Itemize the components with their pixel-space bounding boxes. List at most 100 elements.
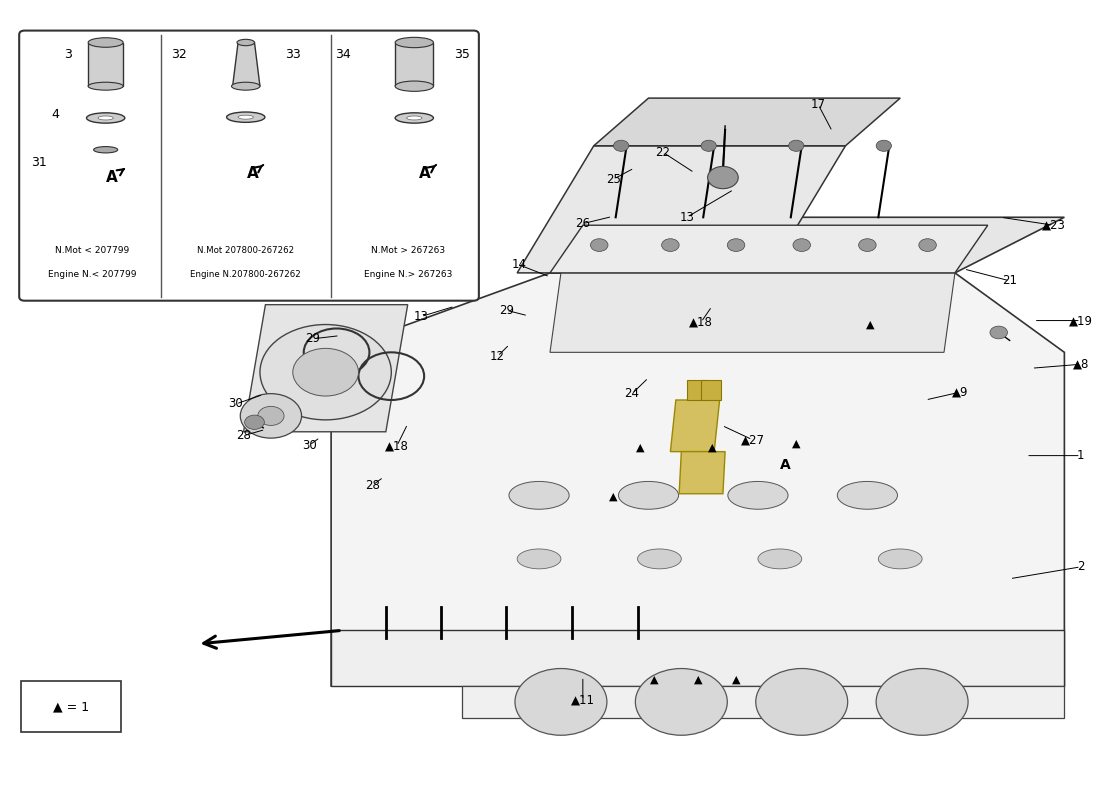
Text: ▲ = 1: ▲ = 1 xyxy=(53,700,89,713)
Ellipse shape xyxy=(407,116,422,120)
Text: N.Mot < 207799: N.Mot < 207799 xyxy=(55,246,130,255)
Polygon shape xyxy=(331,630,1065,686)
Text: 26: 26 xyxy=(575,217,591,230)
Text: ▲18: ▲18 xyxy=(385,439,409,453)
Text: 24: 24 xyxy=(625,387,639,400)
Circle shape xyxy=(260,325,392,420)
Ellipse shape xyxy=(517,549,561,569)
Circle shape xyxy=(701,140,716,151)
Ellipse shape xyxy=(87,113,124,123)
Text: 28: 28 xyxy=(365,478,381,491)
Text: 25: 25 xyxy=(606,173,620,186)
Text: ▲11: ▲11 xyxy=(571,694,595,707)
Text: Engine N.> 267263: Engine N.> 267263 xyxy=(363,270,452,279)
Circle shape xyxy=(636,669,727,735)
Ellipse shape xyxy=(238,115,253,119)
Polygon shape xyxy=(462,686,1065,718)
Circle shape xyxy=(257,406,284,426)
Text: Engine N.< 207799: Engine N.< 207799 xyxy=(48,270,136,279)
Text: since 1985: since 1985 xyxy=(672,454,910,552)
Ellipse shape xyxy=(88,82,123,90)
Text: ▲: ▲ xyxy=(650,674,658,685)
Ellipse shape xyxy=(98,116,113,120)
Text: 35: 35 xyxy=(453,48,470,62)
Circle shape xyxy=(859,238,876,251)
Text: ▲: ▲ xyxy=(693,674,702,685)
Ellipse shape xyxy=(395,38,433,48)
Text: 13: 13 xyxy=(414,310,428,323)
Text: 34: 34 xyxy=(336,48,351,62)
Text: 28: 28 xyxy=(236,430,251,442)
Circle shape xyxy=(591,238,608,251)
Text: ▲27: ▲27 xyxy=(740,434,764,446)
Ellipse shape xyxy=(509,482,569,510)
Circle shape xyxy=(756,669,848,735)
Circle shape xyxy=(727,238,745,251)
Text: 4: 4 xyxy=(52,108,59,121)
Text: 29: 29 xyxy=(498,304,514,317)
Polygon shape xyxy=(550,218,1065,273)
Text: 17: 17 xyxy=(811,98,826,111)
Polygon shape xyxy=(679,452,725,494)
Text: ▲: ▲ xyxy=(636,442,644,453)
FancyBboxPatch shape xyxy=(19,30,478,301)
Text: a passion for...: a passion for... xyxy=(621,536,873,630)
Text: N.Mot 207800-267262: N.Mot 207800-267262 xyxy=(197,246,295,255)
Polygon shape xyxy=(232,42,260,86)
Ellipse shape xyxy=(395,113,433,123)
Text: ▲9: ▲9 xyxy=(953,386,969,398)
Text: ▲23: ▲23 xyxy=(1042,218,1066,232)
Text: ▲: ▲ xyxy=(609,492,618,502)
Text: ▲: ▲ xyxy=(792,438,801,449)
Text: 14: 14 xyxy=(512,258,527,271)
Ellipse shape xyxy=(758,549,802,569)
Text: 31: 31 xyxy=(31,156,46,169)
Ellipse shape xyxy=(395,81,433,91)
Circle shape xyxy=(614,140,629,151)
Circle shape xyxy=(990,326,1008,339)
Polygon shape xyxy=(670,400,719,452)
Polygon shape xyxy=(331,273,1065,686)
Polygon shape xyxy=(686,380,706,400)
Circle shape xyxy=(244,415,264,430)
Circle shape xyxy=(240,394,301,438)
Circle shape xyxy=(789,140,804,151)
Ellipse shape xyxy=(878,549,922,569)
Text: A: A xyxy=(107,169,124,185)
Text: ▲: ▲ xyxy=(867,319,875,330)
Circle shape xyxy=(876,140,891,151)
Circle shape xyxy=(918,238,936,251)
Polygon shape xyxy=(701,380,721,400)
Text: ▲19: ▲19 xyxy=(1069,314,1092,327)
Ellipse shape xyxy=(728,482,788,510)
Text: ▲18: ▲18 xyxy=(689,316,713,329)
Circle shape xyxy=(293,348,359,396)
Text: 30: 30 xyxy=(229,398,243,410)
Polygon shape xyxy=(517,146,846,273)
Circle shape xyxy=(876,669,968,735)
FancyBboxPatch shape xyxy=(21,682,121,732)
Circle shape xyxy=(661,238,679,251)
Circle shape xyxy=(515,669,607,735)
Ellipse shape xyxy=(231,82,260,90)
Circle shape xyxy=(793,238,811,251)
Text: 2: 2 xyxy=(1077,560,1085,574)
Text: 1: 1 xyxy=(1077,449,1085,462)
Polygon shape xyxy=(243,305,408,432)
Text: ▲8: ▲8 xyxy=(1072,358,1089,370)
Polygon shape xyxy=(550,226,988,273)
Text: euroParts: euroParts xyxy=(513,315,915,485)
Text: 32: 32 xyxy=(170,48,187,62)
Text: 30: 30 xyxy=(301,438,317,452)
Ellipse shape xyxy=(236,39,254,46)
Text: 13: 13 xyxy=(680,210,694,224)
Ellipse shape xyxy=(88,38,123,47)
Text: N.Mot > 267263: N.Mot > 267263 xyxy=(371,246,444,255)
Circle shape xyxy=(707,166,738,189)
Ellipse shape xyxy=(618,482,679,510)
Text: 33: 33 xyxy=(285,48,301,62)
Polygon shape xyxy=(395,42,433,86)
Ellipse shape xyxy=(94,146,118,153)
Text: ▲: ▲ xyxy=(707,442,716,453)
Text: 29: 29 xyxy=(305,332,320,346)
